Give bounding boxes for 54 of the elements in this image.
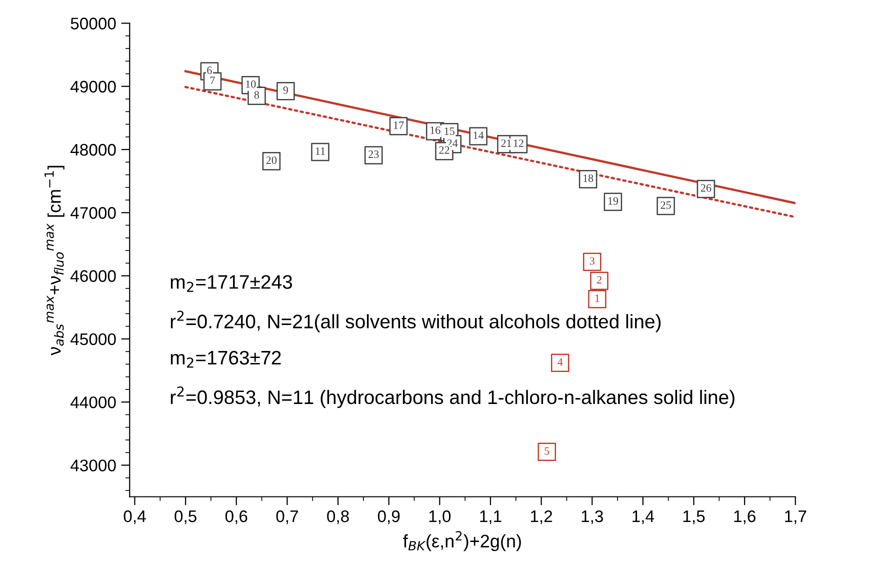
y-tick-label: 50000 [70, 18, 116, 30]
x-tick-label: 1,5 [683, 510, 705, 524]
annotation: r$^{2}$=0.9853, N=11 (hydrocarbons and 1-chloro-n-alkanes solid line) [170, 386, 734, 408]
annotation: 7 [210, 76, 215, 84]
annotation: 20 [266, 156, 277, 164]
annotation: r$^{2}$=0.7240, N=21(all solvents without alcohols dotted line) [170, 310, 661, 332]
annotation: 16 [430, 126, 440, 134]
annotation: 25 [660, 201, 671, 209]
annotation: m$_{2}$=1763±72 [170, 350, 281, 368]
y-tick-label: 49000 [70, 80, 116, 93]
annotation: 26 [700, 184, 712, 192]
x-tick-label: 1,4 [632, 510, 654, 524]
y-tick-label: 44000 [70, 396, 116, 408]
annotation: 22 [439, 146, 450, 154]
x-tick-label: 1,1 [480, 510, 502, 524]
annotation: 3 [590, 257, 594, 265]
annotation: 1 [595, 294, 600, 302]
annotation: 15 [444, 127, 454, 135]
y-tick-label: 43000 [70, 460, 116, 472]
x-tick-label: 1,6 [734, 510, 756, 524]
annotation: 17 [394, 121, 404, 129]
annotation: 11 [316, 147, 325, 155]
annotation: 14 [474, 132, 484, 139]
x-axis-title: f$_{BK}$(ε,n$^{2}$)+2g(n) [403, 531, 521, 552]
y-tick-label: 48000 [70, 144, 116, 156]
y-tick-label: 47000 [70, 207, 116, 219]
x-tick-label: 0,7 [276, 510, 298, 524]
x-tick-label: 1,0 [429, 510, 451, 524]
y-tick-label: 45000 [70, 333, 116, 346]
annotation: 12 [514, 139, 524, 147]
y-tick-label: 46000 [70, 270, 116, 282]
x-tick-label: 0,8 [327, 510, 349, 524]
annotation: 21 [501, 139, 512, 147]
x-tick-label: 0,4 [124, 510, 146, 524]
point [588, 290, 606, 308]
x-tick-label: 1,3 [582, 510, 603, 524]
annotation: 19 [608, 197, 618, 205]
text: ν$_{abs}$$^{max}$+ν$_{fluo}$$^{max}$ [cm$^{−1}$] [44, 166, 64, 356]
annotation: 9 [283, 86, 288, 94]
annotation: 5 [544, 447, 550, 455]
annotation: 6 [207, 66, 212, 74]
annotation: m$_{2}$=1717±243 [170, 275, 292, 292]
annotation: 23 [368, 150, 379, 158]
annotation: 10 [246, 80, 256, 88]
x-tick-label: 0,6 [225, 510, 248, 524]
annotation: 2 [596, 276, 602, 284]
x-tick-label: 1,7 [785, 510, 806, 524]
annotation: 18 [583, 174, 594, 182]
annotation: 8 [254, 91, 260, 99]
x-tick-label: 0,9 [378, 510, 400, 524]
point [590, 272, 608, 290]
x-tick-label: 0,5 [174, 510, 196, 524]
annotation: 4 [558, 358, 563, 366]
x-tick-label: 1,2 [530, 510, 552, 524]
